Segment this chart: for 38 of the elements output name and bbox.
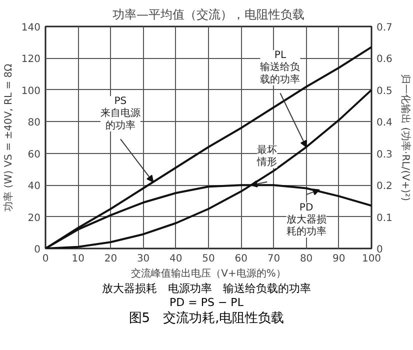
y-tick-label: 140 xyxy=(21,22,41,34)
annotation: PD 放大器损耗的功率 xyxy=(286,202,326,238)
y2-tick-label: 0.5 xyxy=(376,86,392,97)
x-tick-label: 100 xyxy=(362,254,382,264)
annotation: 最坏情形 xyxy=(256,144,278,168)
text: 放大器损耗 电源功率 输送给负载的功率 xyxy=(101,282,312,296)
y2-tick-label: 0.2 xyxy=(376,181,392,192)
y2-tick-label: 0 xyxy=(376,244,383,256)
y-tick-label: 40 xyxy=(28,181,41,192)
annotation: PS 来自电源的功率 xyxy=(100,96,140,132)
y-axis-title: 功率 (W) VS = ±40V, RL = 8Ω xyxy=(2,63,14,212)
x-tick-label: 90 xyxy=(332,254,346,264)
x-tick-label: 40 xyxy=(170,254,182,264)
y2-axis-title: 归一化输出 (功率·RL/(V+)²) xyxy=(399,74,412,202)
caption: 图5 交流功耗,电阻性负载 xyxy=(128,310,286,328)
x-tick-label: 30 xyxy=(136,254,150,264)
x-tick-label: 70 xyxy=(267,254,280,264)
y-tick-label: 120 xyxy=(21,54,41,66)
y-tick-label: 100 xyxy=(21,86,41,97)
x-tick-label: 50 xyxy=(202,254,215,264)
y-tick-label: 0 xyxy=(34,244,41,256)
x-tick-label: 20 xyxy=(104,254,118,264)
annotation: PL 输送给负载的功率 xyxy=(260,50,300,86)
y2-tick-label: 0.7 xyxy=(376,22,392,34)
y2-tick-label: 0.6 xyxy=(376,54,392,66)
x-tick-label: 10 xyxy=(72,254,84,264)
y-tick-label: 60 xyxy=(28,149,41,160)
x-tick-label: 0 xyxy=(42,254,49,264)
y2-tick-label: 0.1 xyxy=(376,212,392,224)
x-tick-label: 80 xyxy=(300,254,313,264)
x-axis-title: 交流峰值输出电压（V+电源的%） xyxy=(131,268,286,280)
y-tick-label: 20 xyxy=(28,212,41,224)
y-tick-label: 80 xyxy=(28,118,41,129)
y2-tick-label: 0.4 xyxy=(376,118,392,129)
text: PD = PS − PL xyxy=(168,296,244,311)
y2-tick-label: 0.3 xyxy=(376,149,392,160)
x-tick-label: 60 xyxy=(234,254,248,264)
chart-title: 功率—平均值（交流），电阻性负载 xyxy=(112,8,304,22)
